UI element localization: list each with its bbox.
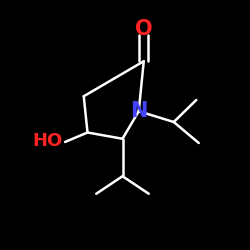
Text: HO: HO xyxy=(32,132,62,150)
Text: N: N xyxy=(130,101,148,121)
Text: O: O xyxy=(135,19,152,39)
